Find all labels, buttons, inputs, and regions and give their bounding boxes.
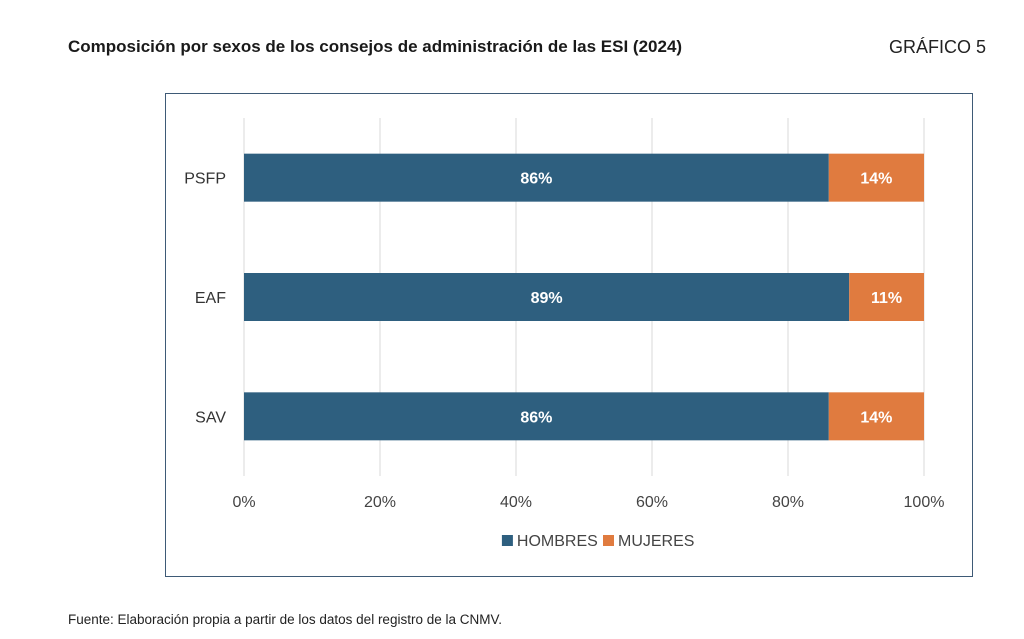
data-label: 11% bbox=[871, 290, 902, 307]
x-tick-label: 40% bbox=[500, 494, 532, 511]
chart-title: Composición por sexos de los consejos de… bbox=[68, 37, 683, 56]
legend-swatch-hombres bbox=[501, 535, 513, 546]
chart-frame bbox=[165, 93, 973, 577]
bars: 86% 14% 89% 11% 86% 14% bbox=[244, 153, 924, 441]
category-label: SAV bbox=[195, 409, 226, 426]
data-label: 89% bbox=[531, 290, 563, 307]
source-note: Fuente: Elaboración propia a partir de l… bbox=[68, 612, 502, 627]
bar-hombres-psfp bbox=[244, 153, 829, 202]
bar-mujeres-sav bbox=[828, 392, 924, 441]
x-tick-label: 100% bbox=[904, 494, 945, 511]
data-label: 86% bbox=[520, 171, 552, 188]
legend-swatch-mujeres bbox=[603, 535, 614, 546]
legend-label-hombres: HOMBRES bbox=[517, 533, 598, 550]
bar-hombres-sav bbox=[244, 392, 829, 441]
legend-label-mujeres: MUJERES bbox=[618, 533, 694, 550]
figure-label: GRÁFICO 5 bbox=[888, 37, 986, 57]
x-tick-label: 0% bbox=[232, 494, 255, 511]
category-label: PSFP bbox=[184, 171, 226, 188]
legend: HOMBRES MUJERES bbox=[501, 533, 694, 550]
bar-mujeres-psfp bbox=[828, 153, 924, 202]
bar-mujeres-eaf bbox=[849, 273, 924, 321]
x-tick-label: 60% bbox=[636, 494, 668, 511]
data-label: 86% bbox=[520, 409, 552, 426]
data-label: 14% bbox=[860, 409, 892, 426]
x-tick-label: 80% bbox=[772, 494, 804, 511]
category-label: EAF bbox=[195, 290, 226, 307]
axis-labels: 0% 20% 40% 60% 80% 100% PSFP EAF SAV bbox=[184, 171, 944, 511]
x-tick-label: 20% bbox=[364, 494, 396, 511]
bar-hombres-eaf bbox=[244, 273, 850, 321]
data-label: 14% bbox=[860, 171, 892, 188]
